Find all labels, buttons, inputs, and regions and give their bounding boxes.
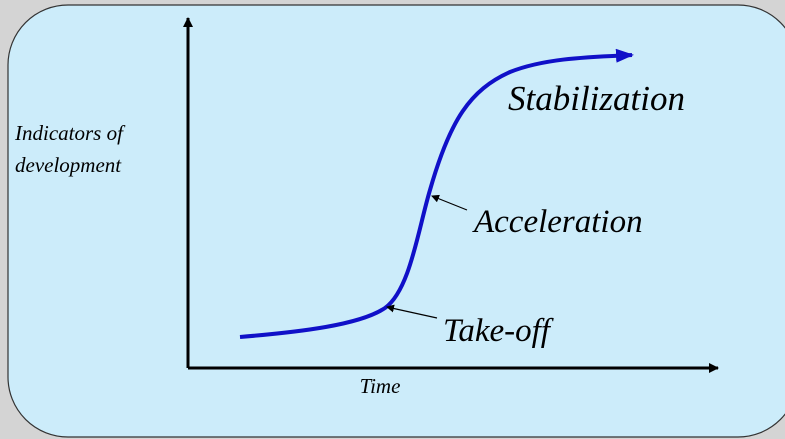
x-axis-label: Time (360, 374, 401, 398)
phase-label: Stabilization (508, 79, 685, 118)
s-curve (239, 48, 634, 339)
pointer (431, 194, 468, 211)
phase-label: Take-off (443, 313, 554, 349)
y-axis-label: Indicators of (14, 121, 126, 145)
panel (7, 4, 785, 438)
pointer (386, 304, 438, 319)
y-axis-label: development (15, 153, 122, 177)
phase-label: Acceleration (472, 204, 643, 240)
